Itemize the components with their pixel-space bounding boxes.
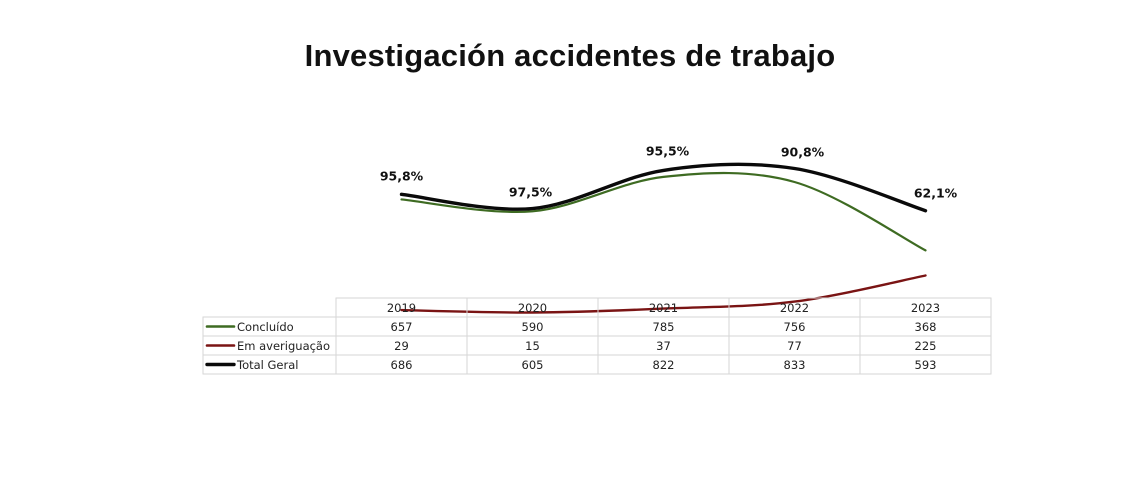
table-cell-value: 29 [394,339,409,353]
lines-layer [399,162,928,314]
annotation-label: 95,5% [646,143,690,158]
annotation-label: 62,1% [914,186,958,201]
table-cell-value: 37 [656,339,671,353]
x-tick-label: 2019 [387,301,416,315]
x-tick-label: 2021 [649,301,678,315]
table-cell-value: 785 [653,320,675,334]
table-cell-value: 77 [787,339,802,353]
table-cell-value: 590 [522,320,544,334]
series-line-2 [400,274,927,314]
table-cell-value: 605 [522,358,544,372]
annotation-label: 90,8% [781,144,825,159]
x-tick-label: 2022 [780,301,809,315]
table-cell-value: 686 [391,358,413,372]
annotation-label: 97,5% [509,185,553,200]
x-tick-label: 2020 [518,301,547,315]
table-cell-value: 756 [784,320,806,334]
annotations-layer: 95,8% 97,5% 95,5% 90,8% 62,1% [380,143,958,200]
series-line-1 [400,171,927,252]
table-cell-value: 368 [915,320,937,334]
x-tick-label: 2023 [911,301,940,315]
legend-label: Em averiguação [237,339,330,353]
table-cell-value: 657 [391,320,413,334]
table-cell-value: 225 [915,339,937,353]
table-cell-value: 833 [784,358,806,372]
legend-label: Total Geral [236,358,298,372]
data-table: 2019 2020 2021 2022 2023 Concluído 657 590 785 75… [202,297,992,375]
table-cell-value: 15 [525,339,540,353]
table-cell-value: 593 [915,358,937,372]
table-cell-value: 822 [653,358,675,372]
chart-title: Investigación accidentes de trabajo [304,38,836,73]
legend-label: Concluído [237,320,294,334]
annotation-label: 95,8% [380,168,424,183]
series-line-3 [399,162,928,213]
